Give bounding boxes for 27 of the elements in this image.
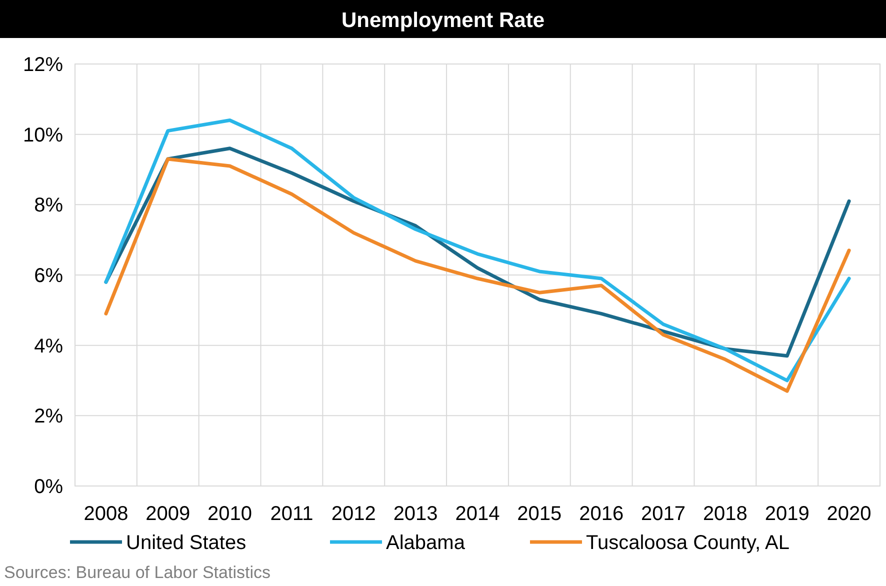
x-tick-label: 2010 [208, 503, 252, 525]
legend-label: Alabama [386, 532, 466, 554]
x-tick-label: 2015 [517, 503, 562, 525]
x-tick-label: 2008 [84, 503, 128, 525]
x-tick-label: 2014 [455, 503, 500, 525]
y-tick-label: 0% [34, 476, 64, 498]
chart-title: Unemployment Rate [341, 9, 545, 32]
x-tick-label: 2016 [579, 503, 624, 525]
line-series [104, 157, 851, 393]
x-tick-label: 2017 [641, 503, 686, 525]
y-tick-label: 10% [22, 124, 64, 146]
x-tick-label: 2019 [764, 503, 810, 525]
y-tick-label: 2% [34, 406, 64, 428]
line-series [104, 118, 851, 382]
x-tick-label: 2013 [393, 503, 438, 525]
y-tick-label: 6% [34, 265, 64, 287]
legend-label: Tuscaloosa County, AL [586, 532, 790, 554]
x-tick-label: 2018 [702, 503, 748, 525]
legend-label: United States [126, 532, 246, 554]
y-tick-label: 4% [34, 335, 64, 358]
y-tick-label: 8% [34, 194, 64, 217]
source-note: Sources: Bureau of Labor Statistics [4, 563, 270, 582]
x-tick-label: 2020 [826, 503, 872, 525]
x-tick-label: 2011 [270, 503, 314, 525]
x-tick-label: 2009 [146, 503, 190, 525]
x-tick-label: 2012 [331, 503, 376, 525]
y-tick-label: 12% [22, 54, 64, 76]
